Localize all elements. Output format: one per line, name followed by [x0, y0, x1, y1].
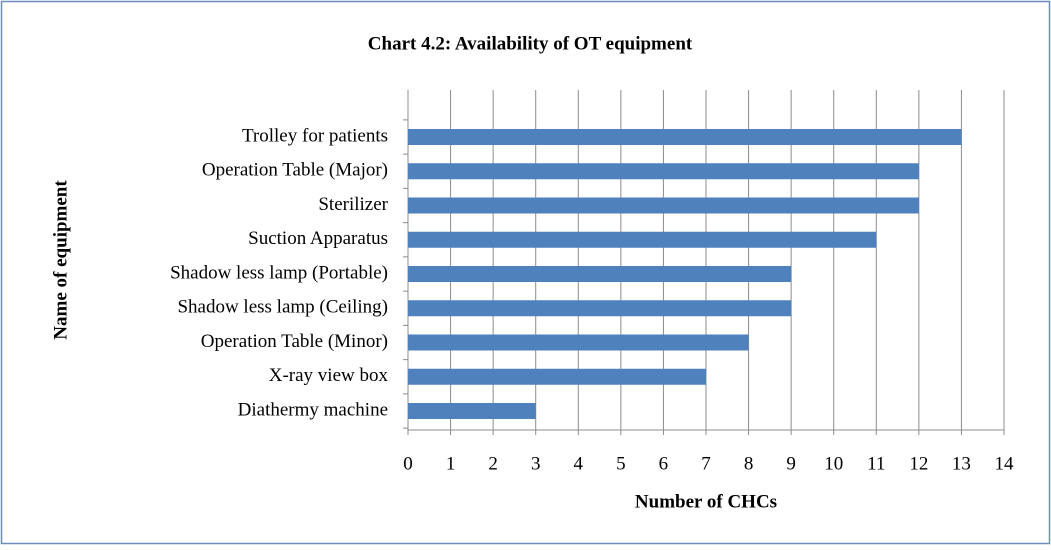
x-tick-label: 8: [744, 453, 754, 474]
bar: [408, 163, 919, 180]
bar: [408, 368, 706, 385]
y-tick-label: Shadow less lamp (Portable): [170, 262, 388, 283]
bar: [408, 266, 792, 282]
bar: [408, 334, 749, 351]
x-tick-label: 14: [995, 453, 1015, 474]
chart-title: Chart 4.2: Availability of OT equipment: [368, 33, 693, 54]
x-tick-label: 5: [616, 453, 626, 474]
y-tick-label: Suction Apparatus: [248, 228, 388, 249]
x-tick-label: 2: [488, 453, 498, 474]
x-tick-label: 3: [531, 453, 541, 474]
x-tick-label: 4: [574, 453, 584, 474]
bar: [408, 129, 962, 145]
bar: [408, 300, 792, 317]
bar: [408, 403, 536, 419]
x-tick-label: 13: [952, 453, 971, 474]
x-tick-label: 9: [786, 453, 796, 474]
y-tick-label: Shadow less lamp (Ceiling): [177, 297, 388, 318]
x-tick-label: 11: [867, 453, 885, 474]
y-tick-label: Operation Table (Minor): [201, 331, 388, 352]
x-axis-label: Number of CHCs: [635, 491, 777, 512]
y-tick-label: Diathermy machine: [238, 399, 388, 420]
y-tick-label: X-ray view box: [269, 365, 389, 386]
x-tick-label: 0: [403, 453, 413, 474]
x-tick-label: 1: [446, 453, 456, 474]
y-axis-label: Name of equipment: [50, 180, 71, 340]
x-tick-label: 6: [659, 453, 669, 474]
y-tick-label: Operation Table (Major): [202, 160, 388, 181]
x-tick-label: 10: [824, 453, 843, 474]
x-tick-label: 7: [701, 453, 711, 474]
bar: [408, 231, 877, 248]
bar: [408, 197, 919, 214]
x-tick-label: 12: [909, 453, 928, 474]
y-tick-label: Sterilizer: [318, 194, 388, 215]
y-tick-label: Trolley for patients: [242, 125, 388, 146]
